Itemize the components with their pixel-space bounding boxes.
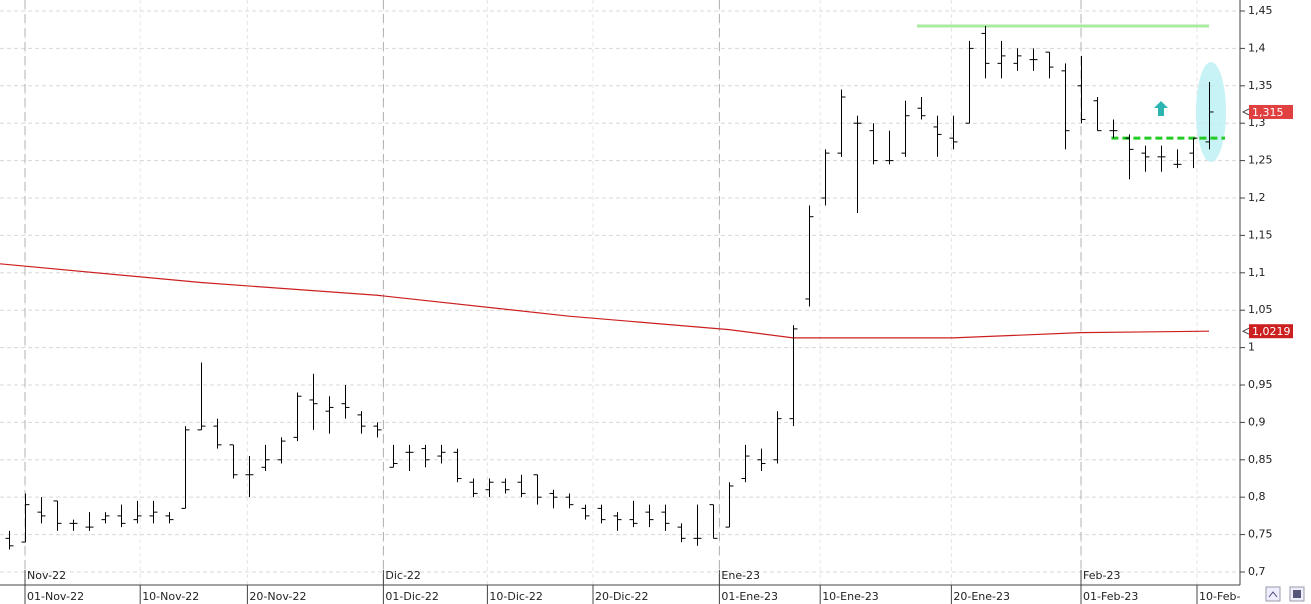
y-tick-label: 1,2 bbox=[1248, 191, 1266, 204]
y-tick-label: 1 bbox=[1248, 341, 1255, 354]
up-arrow bbox=[1154, 101, 1168, 116]
y-tick-label: 0,9 bbox=[1248, 415, 1266, 428]
plot bbox=[0, 25, 1214, 550]
x-month-label: Nov-22 bbox=[27, 569, 66, 582]
price-box bbox=[1249, 324, 1293, 339]
y-tick-label: 0,75 bbox=[1248, 528, 1273, 541]
x-tick-label: 01-Feb-23 bbox=[1083, 590, 1138, 603]
x-tick-label: 20-Nov-22 bbox=[249, 590, 306, 603]
x-tick-label: 10-Nov-22 bbox=[142, 590, 199, 603]
y-tick-label: 1,15 bbox=[1248, 228, 1273, 241]
x-tick-label: 10-Dic-22 bbox=[489, 590, 543, 603]
x-month-label: Feb-23 bbox=[1083, 569, 1120, 582]
x-month-label: Dic-22 bbox=[385, 569, 421, 582]
price-box bbox=[1249, 104, 1293, 119]
x-tick-label: 01-Ene-23 bbox=[721, 590, 778, 603]
y-tick-label: 1,05 bbox=[1248, 303, 1273, 316]
x-tick-label: 10-Ene-23 bbox=[822, 590, 879, 603]
price-label: 1,0219 bbox=[1252, 325, 1291, 338]
y-tick-label: 0,8 bbox=[1248, 490, 1266, 503]
save-icon bbox=[1293, 590, 1301, 598]
scroll-button[interactable] bbox=[1265, 586, 1281, 602]
y-tick-label: 1,4 bbox=[1248, 41, 1266, 54]
price-pointer bbox=[1241, 108, 1250, 116]
y-tick-label: 1,45 bbox=[1248, 4, 1273, 17]
scroll-icon bbox=[1268, 591, 1278, 598]
y-tick-label: 1,25 bbox=[1248, 154, 1273, 167]
y-tick-label: 1,1 bbox=[1248, 266, 1266, 279]
axes: 0,7 0,75 0,8 0,85 0,9 0,95 1 1,05 1,1 1,15 1,2 1,25… bbox=[24, 4, 1293, 604]
y-tick-label: 1,3 bbox=[1248, 116, 1266, 129]
x-tick-label: 20-Dic-22 bbox=[595, 590, 649, 603]
y-tick-label: 0,85 bbox=[1248, 453, 1273, 466]
y-tick-label: 0,7 bbox=[1248, 565, 1266, 578]
x-tick-label: 01-Nov-22 bbox=[27, 590, 84, 603]
price-pointer bbox=[1241, 327, 1250, 335]
grid bbox=[0, 0, 1240, 585]
x-tick-label: 01-Dic-22 bbox=[385, 590, 439, 603]
moving-average bbox=[0, 263, 1210, 339]
x-month-label: Ene-23 bbox=[721, 569, 760, 582]
y-tick-label: 1,35 bbox=[1248, 79, 1273, 92]
x-tick-label: 10-Feb- bbox=[1199, 590, 1240, 603]
price-label: 1,315 bbox=[1252, 106, 1284, 119]
x-tick-label: 20-Ene-23 bbox=[953, 590, 1010, 603]
y-tick-label: 0,95 bbox=[1248, 378, 1273, 391]
